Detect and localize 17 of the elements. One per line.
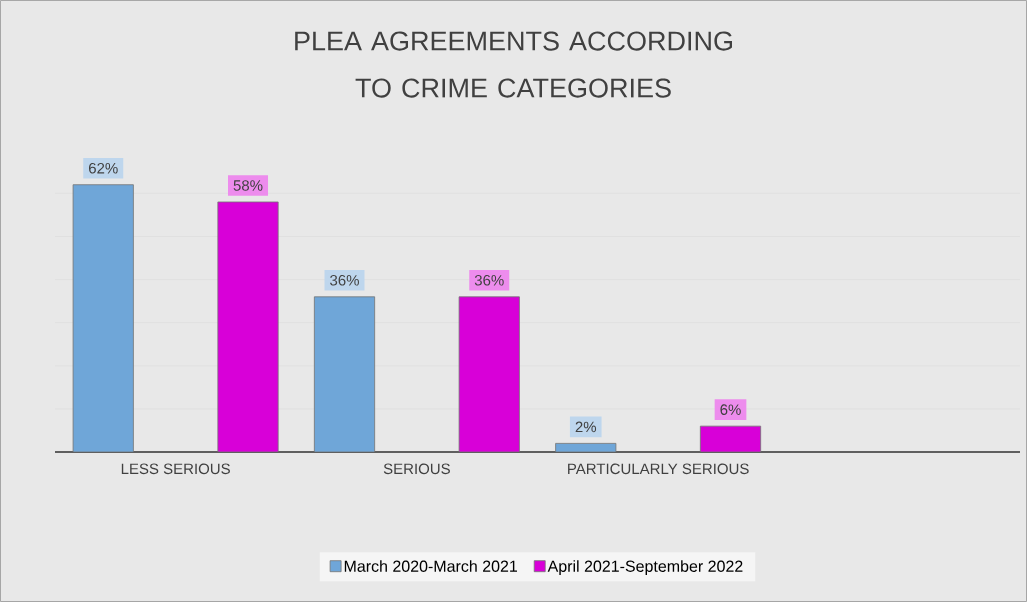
data-label: 62% bbox=[89, 162, 118, 174]
bar bbox=[458, 296, 520, 452]
data-label: 36% bbox=[474, 275, 504, 286]
x-tick-label: PARTICULARLY SERIOUS bbox=[568, 463, 749, 475]
x-tick-label: SERIOUS bbox=[383, 463, 450, 475]
bar bbox=[699, 425, 762, 452]
data-label: 6% bbox=[720, 404, 741, 415]
data-label: 2% bbox=[575, 421, 597, 433]
legend-label: April 2021-September 2022 bbox=[547, 560, 743, 576]
data-label: 58% bbox=[233, 180, 263, 191]
bar bbox=[72, 184, 134, 452]
bar bbox=[313, 296, 376, 452]
x-tick-label: LESS SERIOUS bbox=[121, 463, 230, 475]
legend-label: March 2020-March 2021 bbox=[344, 560, 518, 572]
data-label: 36% bbox=[330, 275, 359, 286]
chart-title: PLEA AGREEMENTS ACCORDING TO CRIME CATEGORIES bbox=[295, 31, 732, 98]
bar bbox=[217, 201, 279, 452]
